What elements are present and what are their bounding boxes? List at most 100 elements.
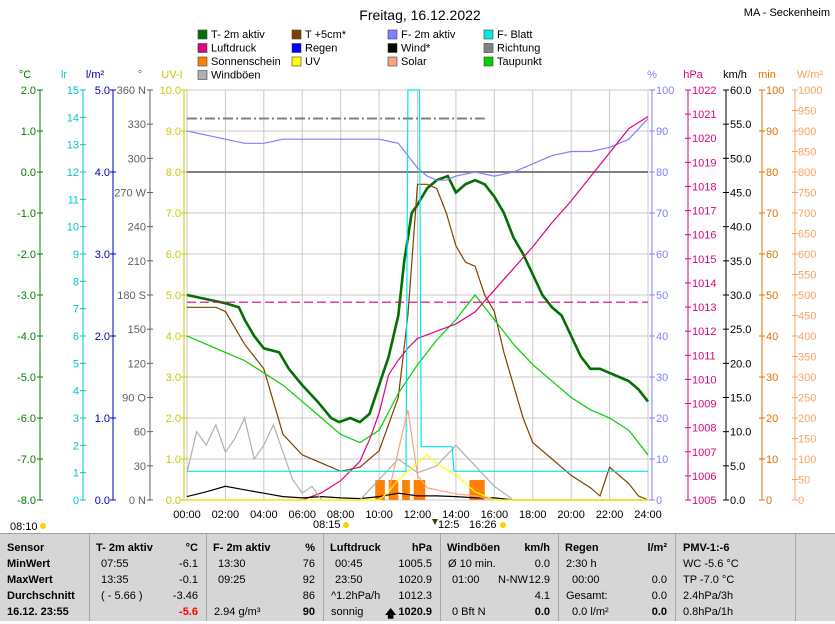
- axis-label-1-12: 3: [73, 413, 79, 425]
- axis-label-7-4: 40.0: [730, 222, 751, 234]
- legend-label-12: Windböen: [211, 70, 261, 82]
- rain-duration: 2:30 h: [566, 558, 597, 570]
- axis-label-2-0: 5.0: [95, 85, 110, 97]
- rain-rate: 0.0 l/m²: [572, 606, 609, 618]
- x-tick-3: 06:00: [288, 509, 316, 521]
- legend-swatch-9: [291, 56, 302, 67]
- wind-unit: km/h: [524, 542, 550, 554]
- temp-avg: -3.46: [172, 590, 198, 602]
- axis-label-1-9: 6: [73, 331, 79, 343]
- axis-label-9-9: 550: [798, 270, 816, 282]
- axis-label-1-5: 10: [67, 222, 79, 234]
- wind-header: Windböen: [447, 542, 501, 554]
- axis-label-1-14: 1: [73, 468, 79, 480]
- temp-header: T- 2m aktiv: [96, 542, 153, 554]
- press-max: 1020.9: [398, 574, 432, 586]
- axis-label-9-3: 850: [798, 147, 816, 159]
- axis-label-5-8: 20: [656, 413, 668, 425]
- axis-unit-3: °: [138, 69, 142, 81]
- x-tick-8: 16:00: [481, 509, 509, 521]
- legend-swatch-1: [291, 29, 302, 40]
- axis-label-0-9: -7.0: [17, 454, 36, 466]
- sunshine-bar-4: [469, 480, 485, 500]
- x-tick-0: 00:00: [173, 509, 201, 521]
- hum-max: 92: [302, 574, 315, 586]
- axis-label-9-18: 100: [798, 454, 816, 466]
- axis-unit-9: W/m²: [797, 69, 824, 81]
- series-4: [187, 115, 649, 501]
- axis-label-2-5: 0.0: [95, 495, 110, 507]
- row-label-min: MinWert: [7, 558, 51, 570]
- axis-label-6-5: 1017: [692, 206, 716, 218]
- legend-swatch-0: [197, 29, 208, 40]
- press-min-time: 00:45: [335, 558, 363, 570]
- axis-label-9-11: 450: [798, 311, 816, 323]
- axis-label-1-0: 15: [67, 85, 79, 97]
- axis-label-0-3: -1.0: [17, 208, 36, 220]
- sunrise-icon: [343, 522, 349, 528]
- axis-label-4-6: 4.0: [166, 331, 181, 343]
- axis-label-4-4: 6.0: [166, 249, 181, 261]
- press-current: 1020.9: [398, 606, 432, 618]
- axis-label-1-15: 0: [73, 495, 79, 507]
- legend-label-4: Luftdruck: [211, 43, 257, 55]
- hum-current: 90: [302, 606, 315, 618]
- axis-label-3-5: 210: [128, 256, 146, 268]
- press-header: Luftdruck: [330, 542, 381, 554]
- stats-table: Sensor MinWert MaxWert Durchschnitt 16.1…: [0, 533, 835, 621]
- legend-label-1: T +5cm*: [305, 29, 347, 41]
- axis-label-0-10: -8.0: [17, 495, 36, 507]
- sunshine-bar-2: [402, 480, 410, 500]
- axis-label-9-19: 50: [798, 475, 810, 487]
- temp-min-time: 07:55: [101, 558, 129, 570]
- temp-max-time: 13:35: [101, 574, 129, 586]
- temp-min: -6.1: [179, 558, 198, 570]
- wind-current: 0.0: [534, 606, 550, 618]
- axis-label-4-8: 2.0: [166, 413, 181, 425]
- axis-label-5-6: 40: [656, 331, 668, 343]
- rain-max-time: 00:00: [572, 574, 600, 586]
- legend-label-8: Sonnenschein: [211, 56, 281, 68]
- axis-label-9-16: 200: [798, 413, 816, 425]
- pressure-column: Luftdruck hPa 00:45 23:50 ^1.2hPa/h sonn…: [323, 534, 441, 621]
- axis-label-6-4: 1018: [692, 181, 716, 193]
- weather-chart: Freitag, 16.12.2022 MA - Seckenheim T- 2…: [10, 7, 830, 533]
- axis-label-7-3: 45.0: [730, 188, 751, 200]
- series-2: [186, 294, 649, 456]
- hum-avg: 86: [302, 590, 315, 602]
- axis-label-9-2: 900: [798, 126, 816, 138]
- row-label-avg: Durchschnitt: [7, 590, 75, 602]
- axis-label-9-4: 800: [798, 167, 816, 179]
- axis-label-5-0: 100: [656, 85, 674, 97]
- axis-label-0-8: -6.0: [17, 413, 36, 425]
- sunshine-bar-3: [413, 480, 426, 500]
- axis-label-6-12: 1010: [692, 374, 716, 386]
- wind-max-dir: N-NW: [498, 574, 528, 586]
- axis-unit-6: hPa: [683, 69, 703, 81]
- sunrise-label: 08:15: [313, 519, 341, 531]
- axis-label-4-7: 3.0: [166, 372, 181, 384]
- axis-label-6-1: 1021: [692, 109, 716, 121]
- wind-avg10: 0.0: [534, 558, 550, 570]
- x-tick-10: 20:00: [557, 509, 585, 521]
- row-label-max: MaxWert: [7, 574, 53, 586]
- axis-label-4-0: 10.0: [160, 85, 181, 97]
- axis-label-4-1: 9.0: [166, 126, 181, 138]
- series-5: [186, 485, 648, 501]
- noon-label: 12:5: [438, 519, 459, 531]
- axis-label-9-5: 750: [798, 188, 816, 200]
- x-tick-7: 14:00: [442, 509, 470, 521]
- axis-label-3-11: 30: [134, 461, 146, 473]
- axis-unit-5: %: [647, 69, 657, 81]
- axis-label-6-9: 1013: [692, 302, 716, 314]
- axis-label-9-8: 600: [798, 249, 816, 261]
- axis-label-2-3: 2.0: [95, 331, 110, 343]
- axis-label-5-10: 0: [656, 495, 662, 507]
- axis-label-2-1: 4.0: [95, 167, 110, 179]
- chart-grid: [186, 89, 649, 501]
- legend-label-2: F- 2m aktiv: [401, 29, 456, 41]
- pmv-column: PMV-1:-6 WC -5.6 °C TP -7.0 °C 2.4hPa/3h…: [675, 534, 796, 621]
- axis-label-9-1: 950: [798, 106, 816, 118]
- axis-label-6-0: 1022: [692, 85, 716, 97]
- wind-column: Windböen km/h Ø 10 min. 01:00 N-NW 0 Bft…: [440, 534, 559, 621]
